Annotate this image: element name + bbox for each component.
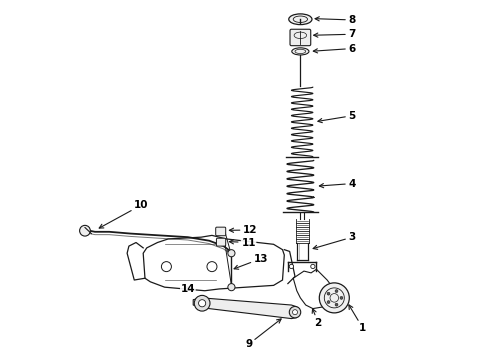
FancyBboxPatch shape (217, 238, 226, 246)
Circle shape (79, 225, 90, 236)
Ellipse shape (289, 14, 312, 24)
Circle shape (319, 283, 349, 313)
Text: 4: 4 (319, 179, 356, 189)
FancyBboxPatch shape (290, 29, 311, 46)
Circle shape (340, 296, 343, 299)
Text: 11: 11 (229, 238, 256, 248)
Text: 5: 5 (318, 111, 356, 123)
Circle shape (194, 296, 210, 311)
Text: 12: 12 (229, 225, 258, 235)
Text: 14: 14 (180, 284, 195, 294)
Text: 7: 7 (314, 29, 356, 39)
Text: 10: 10 (99, 200, 148, 228)
Circle shape (311, 264, 315, 269)
Circle shape (207, 262, 217, 272)
Circle shape (228, 249, 235, 257)
Circle shape (198, 300, 206, 307)
Circle shape (161, 262, 172, 272)
Circle shape (335, 303, 338, 306)
Ellipse shape (292, 48, 309, 55)
Circle shape (327, 301, 330, 303)
Text: 13: 13 (234, 253, 269, 269)
Text: 9: 9 (245, 319, 281, 349)
Circle shape (335, 290, 338, 293)
Circle shape (289, 264, 294, 269)
Text: 8: 8 (315, 15, 356, 25)
Circle shape (228, 284, 235, 291)
Text: 6: 6 (313, 44, 356, 54)
Circle shape (327, 292, 330, 295)
Text: 2: 2 (312, 309, 322, 328)
Circle shape (289, 306, 301, 318)
FancyBboxPatch shape (216, 227, 226, 236)
Text: 3: 3 (313, 232, 356, 249)
Circle shape (293, 310, 297, 315)
Polygon shape (193, 298, 298, 319)
Text: 1: 1 (349, 305, 367, 333)
